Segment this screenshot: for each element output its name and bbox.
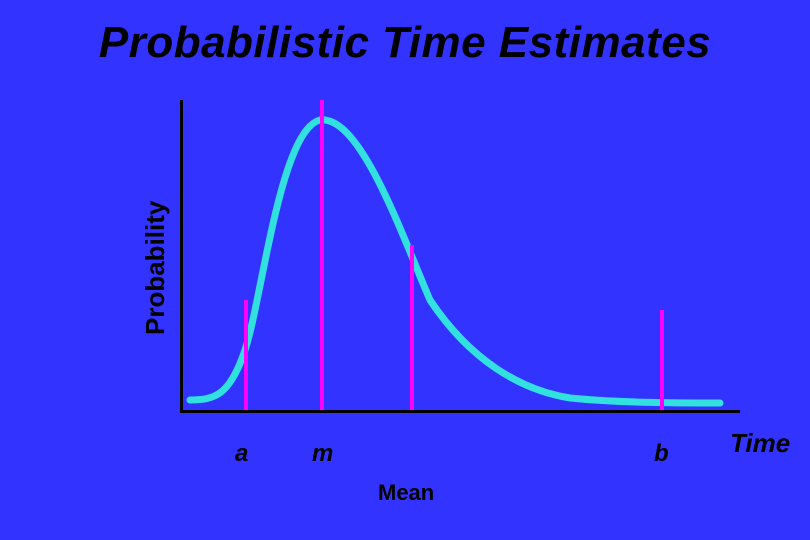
label-b: b [654, 440, 669, 468]
label-mean: Mean [378, 480, 434, 506]
marker-m [320, 100, 324, 410]
curve-path [190, 120, 720, 403]
label-m: m [312, 440, 333, 468]
label-a: a [235, 440, 248, 468]
x-axis-label-time: Time [730, 428, 790, 459]
marker-a [244, 300, 248, 410]
distribution-curve [0, 0, 810, 540]
y-axis-label: Probability [140, 201, 171, 335]
marker-b [660, 310, 664, 410]
marker-mean [410, 245, 414, 410]
